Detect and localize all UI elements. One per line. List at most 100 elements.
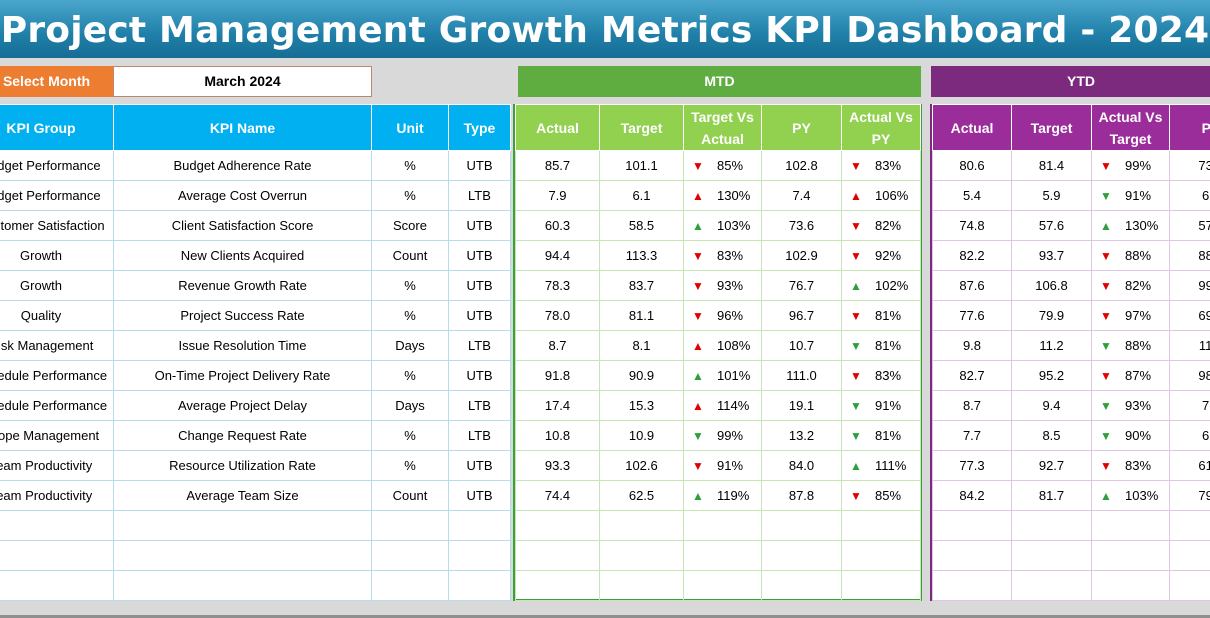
- ytd-actual-vs-target-cell-value: 88%: [1125, 248, 1152, 263]
- mtd-py-cell: 96.7: [761, 300, 842, 331]
- kpi-group-cell: Budget Performance: [0, 150, 114, 181]
- arrow-down-icon: ▼: [1100, 279, 1112, 293]
- empty-cell: [1091, 540, 1170, 571]
- empty-cell: [448, 570, 511, 601]
- arrow-up-icon: ▲: [850, 279, 862, 293]
- mtd-actual-vs-py-cell-value: 81%: [875, 338, 902, 353]
- kpi-group-cell: Team Productivity: [0, 450, 114, 481]
- empty-cell: [1011, 510, 1092, 541]
- mtd-py-cell: 84.0: [761, 450, 842, 481]
- mtd-table-row: 85.7 101.1 ▼ 85% 102.8 ▼ 83%: [515, 150, 921, 181]
- ytd-actual-cell: 5.4: [932, 180, 1012, 211]
- ytd-actual-vs-target-cell: ▼ 82%: [1091, 270, 1170, 301]
- empty-cell: [599, 510, 684, 541]
- ytd-actual-vs-target-cell: ▼ 93%: [1091, 390, 1170, 421]
- mtd-actual-cell: 94.4: [515, 240, 600, 271]
- kpi-name-cell: New Clients Acquired: [113, 240, 372, 271]
- arrow-down-icon: ▼: [850, 309, 862, 323]
- empty-cell: [761, 540, 842, 571]
- empty-cell: [599, 570, 684, 601]
- ytd-actual-cell: 8.7: [932, 390, 1012, 421]
- mtd-actual-vs-py-cell: ▲ 102%: [841, 270, 921, 301]
- arrow-up-icon: ▲: [692, 189, 704, 203]
- mtd-table-panel: Actual Target Target Vs Actual PY Actual Vs PY…: [513, 104, 922, 601]
- empty-cell: [841, 540, 921, 571]
- ytd-actual-cell: 82.7: [932, 360, 1012, 391]
- ytd-actual-vs-target-cell: ▼ 99%: [1091, 150, 1170, 181]
- mtd-actual-cell: 85.7: [515, 150, 600, 181]
- ytd-actual-vs-target-cell: ▼ 97%: [1091, 300, 1170, 331]
- arrow-down-icon: ▼: [1100, 189, 1112, 203]
- arrow-down-icon: ▼: [850, 399, 862, 413]
- ytd-actual-cell: 87.6: [932, 270, 1012, 301]
- arrow-down-icon: ▼: [1100, 339, 1112, 353]
- mtd-header-0: Actual: [515, 104, 600, 151]
- ytd-actual-vs-target-cell-value: 99%: [1125, 158, 1152, 173]
- ytd-header-3: PY: [1169, 104, 1210, 151]
- ytd-actual-cell: 82.2: [932, 240, 1012, 271]
- mtd-py-cell: 87.8: [761, 480, 842, 511]
- ytd-target-cell: 81.7: [1011, 480, 1092, 511]
- ytd-actual-cell: 7.7: [932, 420, 1012, 451]
- mtd-target-cell: 6.1: [599, 180, 684, 211]
- ytd-table-row: 82.293.7 ▼ 88% 88.1: [932, 240, 1210, 271]
- mtd-target-vs-actual-cell: ▲ 108%: [683, 330, 762, 361]
- kpi-unit-cell: %: [371, 360, 449, 391]
- mtd-target-cell: 90.9: [599, 360, 684, 391]
- ytd-target-cell: 106.8: [1011, 270, 1092, 301]
- mtd-actual-cell: 91.8: [515, 360, 600, 391]
- ytd-table-row: 74.857.6 ▲ 130% 57.5: [932, 210, 1210, 241]
- kpi-table-row: Growth Revenue Growth Rate% UTB: [0, 270, 511, 301]
- arrow-down-icon: ▼: [1100, 159, 1112, 173]
- mtd-target-cell: 83.7: [599, 270, 684, 301]
- mtd-actual-cell: 17.4: [515, 390, 600, 421]
- empty-cell: [113, 510, 372, 541]
- mtd-actual-vs-py-cell-value: 92%: [875, 248, 902, 263]
- mtd-actual-cell: 78.0: [515, 300, 600, 331]
- mtd-table-row: 7.9 6.1 ▲ 130% 7.4 ▲ 106%: [515, 180, 921, 211]
- mtd-actual-vs-py-cell-value: 85%: [875, 488, 902, 503]
- mtd-table: Actual Target Target Vs Actual PY Actual Vs PY…: [515, 104, 921, 601]
- mtd-target-vs-actual-cell: ▼ 91%: [683, 450, 762, 481]
- arrow-down-icon: ▼: [692, 429, 704, 443]
- mtd-target-vs-actual-cell: ▼ 85%: [683, 150, 762, 181]
- mtd-actual-cell: 10.8: [515, 420, 600, 451]
- ytd-actual-vs-target-cell-value: 91%: [1125, 188, 1152, 203]
- mtd-table-row: 74.4 62.5 ▲ 119% 87.8 ▼ 85%: [515, 480, 921, 511]
- kpi-table-row: [0, 570, 511, 601]
- ytd-py-cell: 69.1: [1169, 300, 1210, 331]
- ytd-actual-vs-target-cell: ▼ 88%: [1091, 240, 1170, 271]
- mtd-actual-cell: 7.9: [515, 180, 600, 211]
- empty-cell: [1011, 570, 1092, 601]
- ytd-actual-cell: 77.6: [932, 300, 1012, 331]
- mtd-actual-vs-py-cell-value: 83%: [875, 368, 902, 383]
- empty-cell: [1011, 540, 1092, 571]
- mtd-target-vs-actual-cell: ▲ 103%: [683, 210, 762, 241]
- mtd-actual-cell: 78.3: [515, 270, 600, 301]
- mtd-table-row: 93.3 102.6 ▼ 91% 84.0 ▲ 111%: [515, 450, 921, 481]
- mtd-actual-vs-py-cell: ▲ 106%: [841, 180, 921, 211]
- empty-cell: [448, 510, 511, 541]
- mtd-target-vs-actual-cell-value: 83%: [717, 248, 744, 263]
- arrow-up-icon: ▲: [850, 459, 862, 473]
- empty-cell: [841, 570, 921, 601]
- arrow-up-icon: ▲: [692, 399, 704, 413]
- ytd-target-cell: 79.9: [1011, 300, 1092, 331]
- kpi-unit-cell: %: [371, 270, 449, 301]
- kpi-unit-cell: %: [371, 300, 449, 331]
- mtd-table-row: 94.4 113.3 ▼ 83% 102.9 ▼ 92%: [515, 240, 921, 271]
- kpi-type-cell: LTB: [448, 180, 511, 211]
- mtd-target-vs-actual-cell: ▼ 99%: [683, 420, 762, 451]
- mtd-actual-vs-py-cell-value: 102%: [875, 278, 909, 293]
- mtd-py-cell: 76.7: [761, 270, 842, 301]
- ytd-table-row: 5.45.9 ▼ 91% 6.0: [932, 180, 1210, 211]
- month-selector[interactable]: March 2024: [113, 66, 372, 97]
- ytd-py-cell: 61.5: [1169, 450, 1210, 481]
- kpi-type-cell: UTB: [448, 210, 511, 241]
- ytd-table-row: [932, 570, 1210, 601]
- kpi-name-cell: Average Cost Overrun: [113, 180, 372, 211]
- empty-cell: [0, 540, 114, 571]
